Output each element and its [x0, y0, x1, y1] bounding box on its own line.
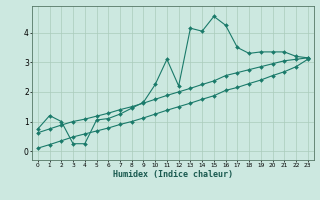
- X-axis label: Humidex (Indice chaleur): Humidex (Indice chaleur): [113, 170, 233, 179]
